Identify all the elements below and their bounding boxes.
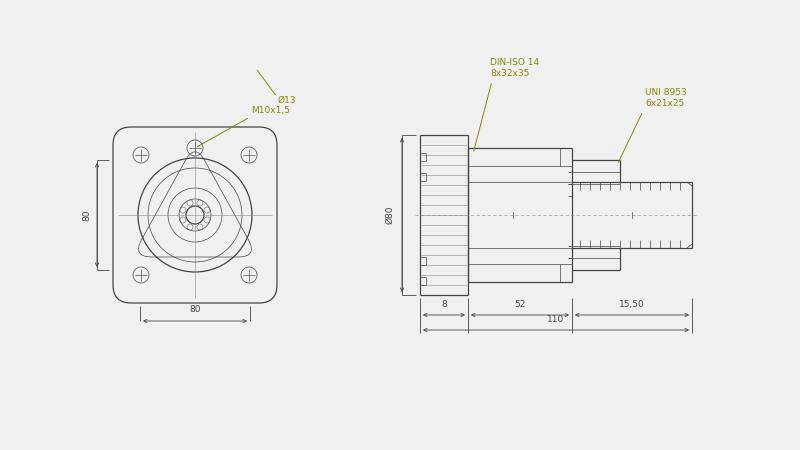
- Text: 110: 110: [547, 315, 565, 324]
- Text: 8: 8: [441, 300, 447, 309]
- Text: 52: 52: [514, 300, 526, 309]
- Text: 15,50: 15,50: [619, 300, 645, 309]
- Text: Ø80: Ø80: [386, 206, 394, 224]
- Text: 80: 80: [190, 305, 201, 314]
- Text: 80: 80: [82, 209, 91, 221]
- Text: UNI 8953
6x21x25: UNI 8953 6x21x25: [645, 88, 686, 108]
- FancyBboxPatch shape: [113, 127, 277, 303]
- Text: DIN-ISO 14
8x32x35: DIN-ISO 14 8x32x35: [490, 58, 539, 78]
- Text: M10x1,5: M10x1,5: [251, 105, 290, 114]
- Text: Ø13: Ø13: [278, 95, 297, 104]
